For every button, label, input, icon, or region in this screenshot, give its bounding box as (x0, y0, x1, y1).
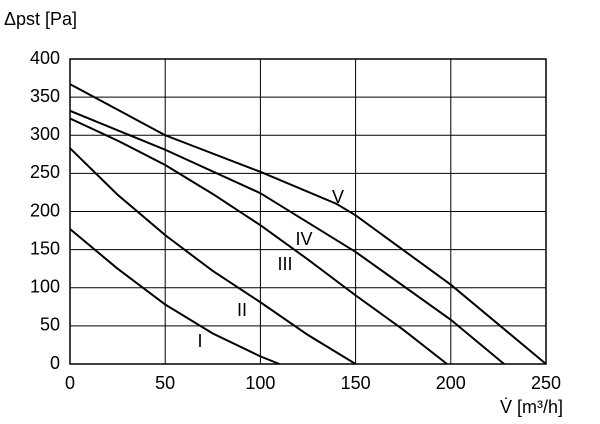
plot-frame (69, 58, 547, 365)
x-tick-label: 100 (245, 373, 275, 393)
x-tick-label: 50 (155, 373, 175, 393)
y-tick-label: 300 (30, 124, 60, 144)
y-tick-label: 200 (30, 200, 60, 220)
curve-label: IV (295, 229, 312, 249)
y-tick-label: 350 (30, 86, 60, 106)
x-tick-label: 150 (341, 373, 371, 393)
curve (69, 147, 357, 365)
x-axis-label: V̇ [m³/h] (500, 397, 563, 417)
curve-label: V (332, 187, 344, 207)
curve (69, 228, 280, 365)
y-tick-label: 100 (30, 277, 60, 297)
y-tick-label: 0 (50, 353, 60, 373)
curve-label: III (277, 254, 292, 274)
x-tick-label: 200 (436, 373, 466, 393)
curve (69, 117, 448, 365)
y-tick-label: 50 (40, 315, 60, 335)
x-tick-label: 250 (531, 373, 561, 393)
curve-label: II (237, 300, 247, 320)
curve-label: I (197, 331, 202, 351)
y-axis-label: Δpst [Pa] (4, 9, 77, 29)
y-tick-label: 150 (30, 238, 60, 258)
y-tick-label: 400 (30, 48, 60, 68)
curve (69, 83, 547, 365)
curve (69, 109, 505, 365)
x-tick-label: 0 (65, 373, 75, 393)
y-tick-label: 250 (30, 162, 60, 182)
